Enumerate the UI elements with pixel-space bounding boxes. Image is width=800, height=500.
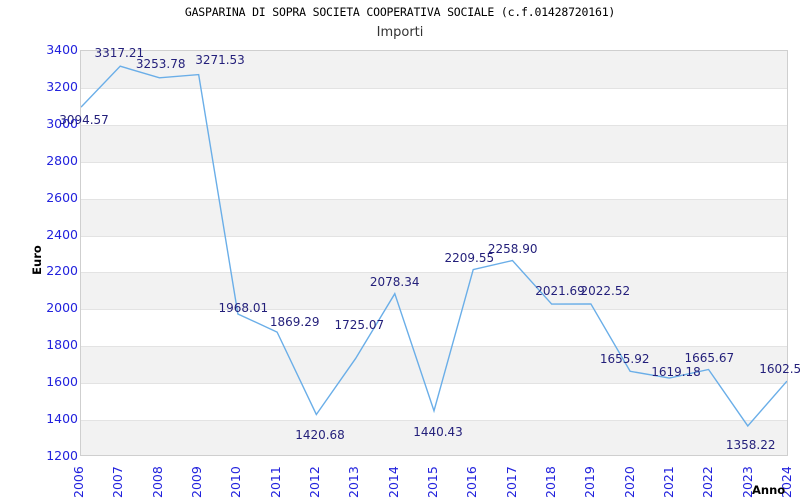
gridline xyxy=(81,309,787,311)
y-tick-label: 1800 xyxy=(46,337,78,353)
y-tick-label: 1200 xyxy=(46,448,78,463)
x-tick-label: 2019 xyxy=(582,466,598,498)
y-tick-label: 1600 xyxy=(46,374,78,390)
y-axis-title: Euro xyxy=(29,245,44,275)
gridline xyxy=(81,383,787,385)
y-tick-label: 2800 xyxy=(46,152,78,168)
x-tick-label: 2014 xyxy=(385,466,401,498)
gridline xyxy=(81,235,787,237)
y-tick-label: 3000 xyxy=(46,115,78,131)
y-tick-label: 2200 xyxy=(46,263,78,279)
gridline xyxy=(81,87,787,89)
gridline xyxy=(81,198,787,200)
gridline xyxy=(81,161,787,163)
gridline xyxy=(81,272,787,274)
x-tick-label: 2006 xyxy=(71,466,86,498)
plot-area xyxy=(80,50,788,456)
chart-subtitle: Importi xyxy=(376,25,424,40)
x-tick-label: 2020 xyxy=(621,466,637,498)
y-tick-label: 3400 xyxy=(46,42,78,57)
grid-band xyxy=(81,198,787,236)
x-tick-label: 2009 xyxy=(189,466,204,498)
grid-band xyxy=(81,51,787,88)
y-tick-label: 1400 xyxy=(46,411,78,427)
x-tick-label: 2007 xyxy=(110,466,126,498)
y-axis-ticks: 1200 1400 1600 1800 2000 2200 2400 2600 2800 3000… xyxy=(0,42,78,463)
gridline xyxy=(81,420,787,422)
x-tick-label: 2015 xyxy=(425,466,440,498)
grid-band xyxy=(81,420,787,455)
x-tick-label: 2016 xyxy=(464,466,480,498)
grid-band xyxy=(81,272,787,310)
x-tick-label: 2008 xyxy=(149,466,165,498)
grid-band xyxy=(81,124,787,162)
x-tick-label: 2018 xyxy=(543,466,558,498)
x-tick-label: 2022 xyxy=(700,466,716,498)
x-axis-title: Anno xyxy=(752,483,786,497)
y-tick-label: 3200 xyxy=(46,78,78,94)
y-tick-label: 2000 xyxy=(46,300,78,316)
x-tick-label: 2012 xyxy=(307,466,322,498)
x-tick-label: 2011 xyxy=(267,466,283,498)
x-tick-label: 2017 xyxy=(503,466,519,498)
grid-band xyxy=(81,346,787,384)
x-tick-label: 2021 xyxy=(661,466,676,498)
y-tick-label: 2600 xyxy=(46,189,78,205)
x-tick-label: 2013 xyxy=(346,466,362,498)
x-tick-label: 2010 xyxy=(228,466,244,498)
line-series-svg xyxy=(81,65,787,428)
gridline xyxy=(81,346,787,348)
gridline xyxy=(81,124,787,126)
chart-title: GASPARINA DI SOPRA SOCIETA COOPERATIVA S… xyxy=(184,5,616,19)
x-axis-ticks: 2006 2007 2008 2009 2010 2011 2012 2013 2014 2015… xyxy=(0,458,800,500)
y-tick-label: 2400 xyxy=(46,226,78,242)
